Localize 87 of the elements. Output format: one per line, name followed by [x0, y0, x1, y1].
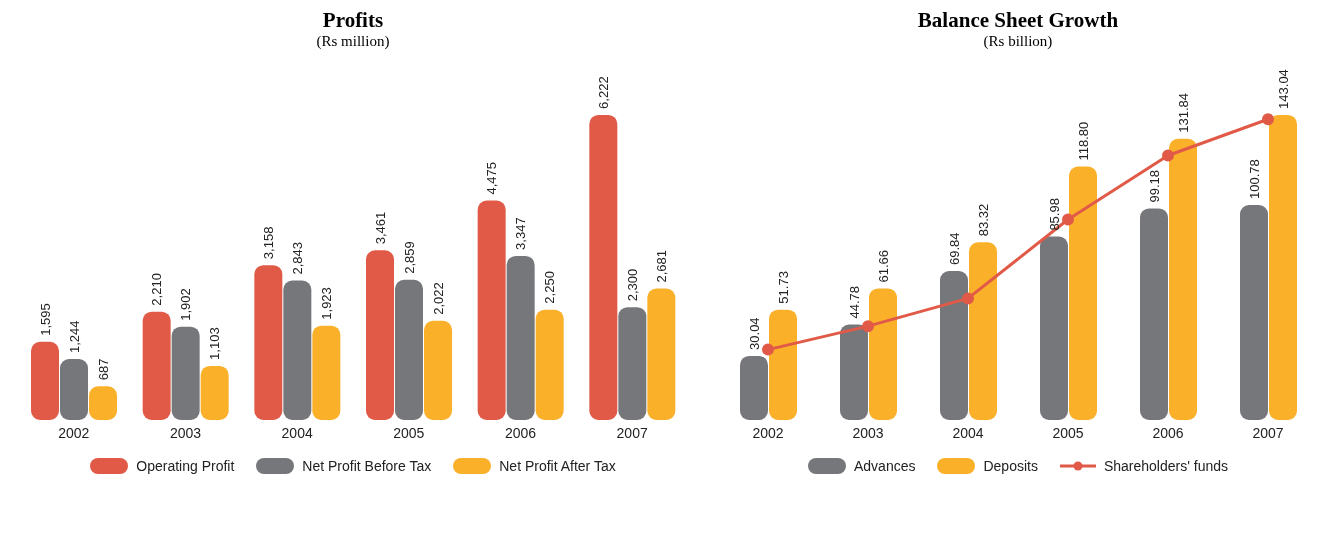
x-tick-label: 2006	[1152, 424, 1184, 441]
bar	[477, 200, 506, 420]
data-label: 131.84	[1175, 93, 1191, 133]
data-label: 2,859	[401, 241, 417, 274]
point	[862, 320, 874, 333]
data-label: 69.84	[946, 232, 962, 266]
x-tick-label: 2005	[393, 424, 425, 441]
data-label: 61.66	[875, 249, 891, 283]
bar	[618, 307, 647, 420]
legend-label: Net Profit Before Tax	[302, 458, 432, 474]
x-tick-label: 2002	[752, 424, 784, 441]
x-tick-label: 2002	[58, 424, 90, 441]
bar	[869, 288, 897, 420]
legend-label: Shareholders' funds	[1103, 458, 1229, 474]
data-label: 2,250	[542, 271, 558, 304]
data-label: 99.18	[1146, 169, 1162, 203]
x-tick-label: 2007	[1252, 424, 1284, 441]
data-label: 44.78	[846, 285, 862, 319]
data-label: 51.73	[775, 271, 791, 304]
bar	[769, 309, 797, 420]
bar	[312, 325, 341, 420]
bar	[1269, 114, 1297, 420]
data-label: 30.04	[746, 317, 762, 350]
bar	[1069, 166, 1097, 420]
x-tick-label: 2003	[169, 424, 202, 441]
data-label: 2,681	[653, 250, 669, 283]
bar	[31, 341, 59, 420]
data-label: 83.32	[975, 203, 991, 237]
data-label: 1,244	[66, 320, 82, 353]
bar	[366, 250, 394, 420]
bar	[589, 114, 618, 420]
bar	[1140, 208, 1168, 420]
bar	[200, 365, 229, 420]
chart-title: Profits	[321, 8, 385, 33]
bar	[171, 326, 200, 420]
x-tick-label: 2004	[281, 424, 313, 441]
x-tick-label: 2003	[852, 424, 884, 441]
data-label: 143.04	[1275, 69, 1291, 109]
bar	[740, 355, 768, 420]
x-tick-label: 2005	[1052, 424, 1084, 441]
bar	[60, 359, 88, 420]
legend-label: Net Profit After Tax	[499, 458, 616, 474]
data-label: 2,843	[289, 242, 305, 275]
point	[1162, 149, 1174, 162]
legend-label: Advances	[853, 458, 916, 474]
point	[762, 343, 774, 356]
bar	[142, 311, 171, 420]
bar	[969, 242, 997, 420]
legend-label: Deposits	[983, 458, 1038, 474]
data-label: 2,022	[430, 282, 446, 315]
legend-label: Operating Profit	[136, 458, 235, 474]
data-label: 2,300	[624, 268, 640, 302]
data-label: 6,222	[595, 76, 611, 109]
bar	[940, 271, 968, 420]
data-label: 3,158	[260, 226, 276, 260]
bar	[395, 279, 423, 420]
bar	[424, 320, 452, 420]
data-label: 3,461	[372, 211, 388, 245]
x-tick-label: 2007	[616, 424, 648, 441]
bar	[840, 324, 868, 420]
bar	[1240, 205, 1268, 420]
data-label: 1,595	[37, 303, 53, 336]
bar	[283, 280, 312, 420]
data-label: 1,902	[178, 288, 194, 321]
data-label: 118.80	[1075, 121, 1091, 161]
bar	[254, 265, 283, 420]
chart-title: Balance Sheet Growth	[916, 8, 1120, 33]
data-label: 3,347	[513, 217, 529, 250]
data-label: 1,923	[318, 287, 334, 320]
bar	[535, 309, 564, 420]
bar	[506, 255, 535, 420]
bar	[647, 288, 676, 420]
data-label: 100.78	[1246, 159, 1262, 200]
chart-subtitle: (Rs billion)	[982, 33, 1054, 50]
chart-subtitle: (Rs million)	[315, 33, 391, 50]
x-tick-label: 2004	[952, 424, 984, 441]
point	[1262, 113, 1274, 126]
data-label: 85.98	[1046, 198, 1062, 231]
data-label: 4,475	[484, 162, 500, 195]
bar	[1040, 236, 1068, 420]
x-tick-label: 2006	[504, 424, 537, 441]
point	[962, 292, 974, 305]
data-label: 1,103	[207, 327, 223, 360]
data-label: 687	[95, 358, 111, 381]
point	[1062, 213, 1074, 226]
data-label: 2,210	[149, 273, 165, 306]
bar	[1169, 138, 1197, 420]
